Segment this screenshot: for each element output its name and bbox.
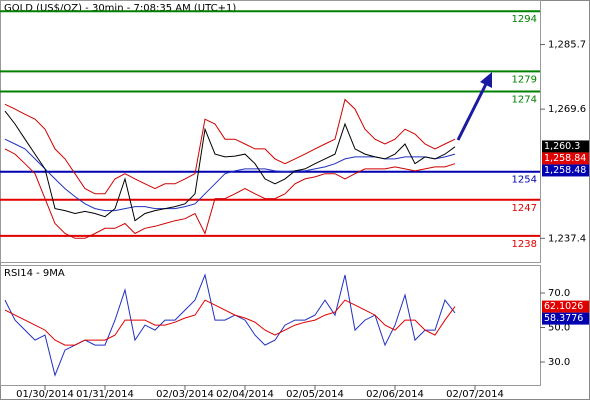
x-tick-label: 02/03/2014 — [156, 389, 214, 400]
x-tick-label: 02/07/2014 — [446, 389, 504, 400]
level-label: 1274 — [512, 94, 537, 105]
rsi-panel — [0, 265, 541, 386]
y-tick-label: 30.0 — [548, 357, 570, 368]
y-tick-label: 1,285.7 — [548, 40, 586, 51]
forecast-arrow — [456, 81, 489, 141]
price-tag — [542, 164, 589, 177]
level-label: 1294 — [512, 14, 537, 25]
series-line — [4, 98, 456, 195]
level-label: 1247 — [512, 203, 537, 214]
price-tag — [542, 300, 589, 313]
price-tag-label: 62.1026 — [544, 301, 583, 312]
x-tick-label: 02/06/2014 — [366, 389, 424, 400]
y-tick-label: 70.0 — [548, 288, 570, 299]
series-line — [4, 110, 456, 222]
level-label: 1279 — [512, 74, 537, 85]
series-line — [4, 299, 456, 346]
y-tick-label: 50.0 — [548, 323, 570, 334]
price-tag-label: 1,258.84 — [544, 153, 586, 164]
rsi-title: RSI14 - 9MA — [4, 268, 65, 279]
y-tick-label: 1,237.4 — [548, 233, 586, 244]
y-tick-label: 1,269.6 — [548, 104, 586, 115]
price-tag-label: 58.3776 — [544, 313, 583, 324]
price-tag — [542, 152, 589, 165]
price-tag — [542, 140, 589, 153]
series-line — [4, 148, 456, 239]
price-tag — [542, 312, 589, 325]
level-label: 1238 — [512, 239, 537, 250]
forecast-arrowhead — [480, 72, 492, 88]
x-tick-label: 01/31/2014 — [76, 389, 134, 400]
price-panel — [0, 0, 541, 263]
level-label: 1254 — [512, 175, 537, 186]
x-tick-label: 02/04/2014 — [216, 389, 274, 400]
chart-title: GOLD (US$/OZ) - 30min - 7:08:35 AM (UTC+… — [4, 3, 236, 14]
x-tick-label: 01/30/2014 — [16, 389, 74, 400]
x-tick-label: 02/05/2014 — [286, 389, 344, 400]
price-tag-label: 1,260.3 — [544, 141, 580, 152]
price-tag-label: 1,258.48 — [544, 165, 586, 176]
